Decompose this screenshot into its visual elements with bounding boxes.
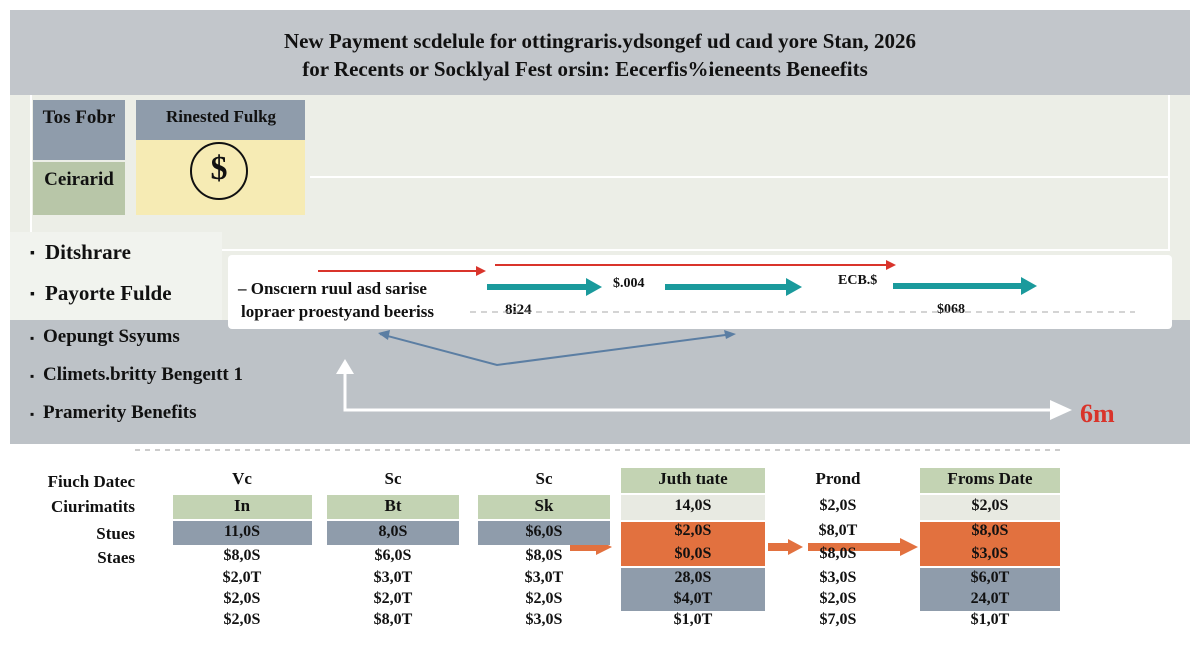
col-header-bg: [920, 468, 1060, 493]
table-cell: $4,0T: [673, 590, 713, 607]
table-cell: 14,0S: [674, 497, 712, 514]
table-cell: $8,0T: [373, 611, 413, 628]
table-cell: $2,0S: [223, 590, 261, 607]
table-cell: $6,0S: [374, 547, 412, 564]
list-item: Oepungt Ssyums: [43, 326, 180, 347]
table-cell: $3,0S: [525, 611, 563, 628]
tos-label: Tos Fobr: [42, 107, 116, 128]
table-cell: $6,0S: [525, 523, 563, 540]
col-header-bg: [621, 468, 765, 493]
flow-note-line-1: – Onscıern ruul asd sarise: [238, 279, 427, 298]
row-label: Ciurimatits: [50, 497, 135, 516]
list-item: Ditshrare: [45, 240, 131, 264]
sub-header-bg: [478, 495, 610, 519]
red-arrows: [318, 260, 896, 276]
ceirarid-box: [33, 162, 125, 215]
row-bg: [621, 522, 765, 566]
table-cell: $8,0S: [223, 547, 261, 564]
table-cell: $7,0S: [819, 611, 857, 628]
column-subheader: Bt: [384, 496, 402, 515]
inner-panel: [30, 95, 1170, 251]
table-cell: $3,0T: [524, 569, 564, 586]
column-header: Sc: [535, 469, 553, 488]
top-list-box: [10, 232, 222, 322]
column-header: Vc: [232, 469, 252, 488]
table-cell: $8,0S: [525, 547, 563, 564]
white-l-arrow: [336, 359, 1072, 420]
row-label: Fiuch Datec: [47, 472, 135, 491]
table-cell: 28,0S: [674, 569, 712, 586]
title-line-2: for Recents or Socklyal Fest orsin: Eece…: [302, 57, 868, 81]
table-cell: $2,0S: [819, 590, 857, 607]
flow-value: $068: [937, 302, 965, 317]
column-header: Prond: [815, 469, 861, 488]
table-cell: $2,0S: [525, 590, 563, 607]
row-label: Staes: [97, 548, 135, 567]
bullet-icon: ▪: [30, 407, 35, 421]
table-cell: 11,0S: [223, 523, 261, 540]
bullet-icon: ▪: [30, 369, 35, 383]
table-cell: $8,0S: [819, 545, 857, 562]
row-bg: [920, 495, 1060, 520]
rinested-label: Rinested Fulkg: [165, 107, 277, 126]
row-bg: [621, 495, 765, 520]
table-cell: 24,0T: [970, 590, 1010, 607]
table-cell: $3,0T: [373, 569, 413, 586]
table-cell: $2,0S: [819, 497, 857, 514]
row-bg: [173, 521, 312, 545]
flow-note-line-2: lopraer proestyand beeriss: [241, 302, 434, 321]
lower-band: [10, 320, 1190, 444]
dollar-coin-icon: $: [190, 142, 248, 200]
column-header: Sc: [384, 469, 402, 488]
row-bg: [478, 521, 610, 545]
list-item: Climets.britty Bengeıtt 1: [43, 364, 243, 385]
column-subheader: In: [233, 496, 251, 515]
divider: [310, 176, 1170, 178]
flow-value: 8i24: [505, 302, 532, 318]
table-cell: $2,0S: [223, 611, 261, 628]
blue-v-line: [379, 333, 734, 367]
table-cell: $2,0T: [222, 569, 262, 586]
row-bg: [621, 568, 765, 611]
tos-box: [33, 100, 125, 160]
rinested-header: [136, 100, 305, 140]
ceirarid-label: Ceirarid: [44, 169, 114, 190]
table-cell: $2,0S: [971, 497, 1009, 514]
table-cell: $1,0T: [970, 611, 1010, 628]
table-cell: $6,0T: [970, 569, 1010, 586]
table-cell: $8,0T: [818, 522, 858, 539]
bullet-icon: ▪: [30, 287, 35, 302]
column-header: Froms Date: [947, 469, 1033, 488]
row-bg: [327, 521, 459, 545]
end-label: 6m: [1080, 399, 1115, 428]
list-item: Payorte Fulde: [45, 281, 172, 305]
column-header: Juth tıate: [658, 469, 728, 488]
sub-header-bg: [173, 495, 312, 519]
flow-note-text: Onscıern ruul asd sarise: [250, 279, 427, 298]
flow-value: $.004: [613, 276, 645, 291]
list-item: Pramerity Benefits: [43, 402, 197, 423]
bullet-icon: ▪: [30, 331, 35, 345]
flow-value: ECB.$: [838, 273, 878, 288]
table-cell: $0,0S: [674, 545, 712, 562]
sub-header-bg: [327, 495, 459, 519]
row-bg: [920, 568, 1060, 611]
header-band: [10, 10, 1190, 96]
row-label: Stues: [96, 524, 135, 543]
column-subheader: Sk: [534, 496, 554, 515]
title-line-1: New Payment scdelule for ottingraris.yds…: [283, 29, 917, 53]
table-cell: $2,0S: [674, 522, 712, 539]
table-cell: $3,0S: [971, 545, 1009, 562]
row-bg: [920, 522, 1060, 566]
table-cell: $8,0S: [971, 522, 1009, 539]
table-cell: 8,0S: [378, 523, 408, 540]
flow-box: [228, 255, 1172, 329]
teal-arrows: [487, 277, 1037, 296]
table-cell: $3,0S: [819, 569, 857, 586]
table-cell: $2,0T: [373, 590, 413, 607]
table-cell: $1,0T: [673, 611, 713, 628]
bullet-icon: ▪: [30, 246, 35, 261]
